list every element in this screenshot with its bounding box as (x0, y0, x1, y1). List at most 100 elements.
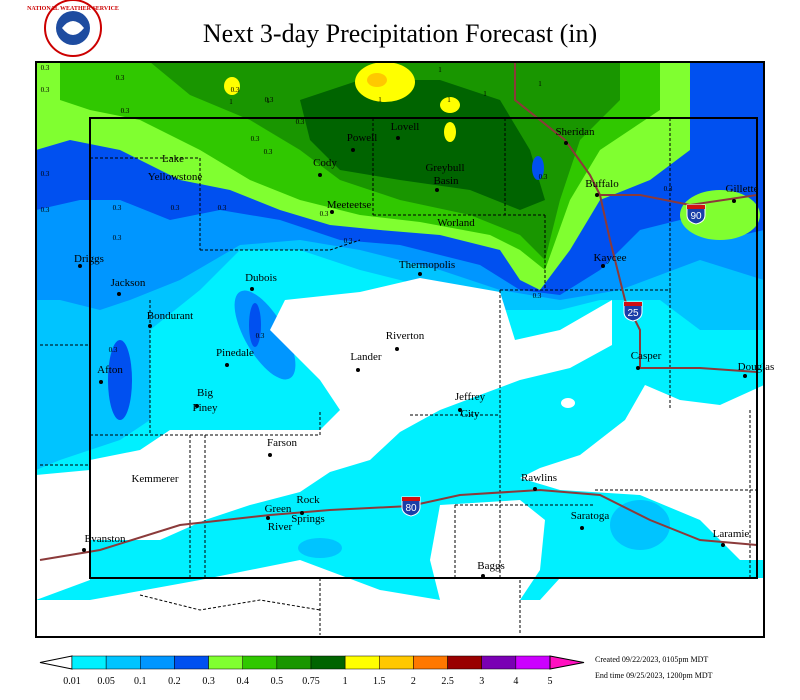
place-label: Kemmerer (131, 473, 178, 485)
interstate-number: 90 (690, 211, 702, 222)
place-label: Thermopolis (399, 259, 455, 271)
place-dot (356, 368, 360, 372)
legend-label: 5 (548, 676, 553, 687)
contour-label: 0.3 (251, 135, 260, 143)
place-label: Worland (437, 217, 475, 229)
place-dot (148, 324, 152, 328)
contour-label: 0.3 (533, 292, 542, 300)
place-label: Laramie (713, 528, 750, 540)
contour-label: 0.3 (41, 86, 50, 94)
place-label: River (268, 521, 293, 533)
contour-label: 0.3 (296, 118, 305, 126)
legend-swatch (481, 655, 517, 670)
contour-label: 1 (483, 90, 487, 98)
place-label: City (461, 408, 480, 420)
place-dot (99, 380, 103, 384)
interstate-number: 25 (627, 308, 639, 319)
interstate-shield (686, 204, 706, 225)
interstate-shield-top (687, 205, 705, 209)
place-label: Cody (313, 157, 337, 169)
place-dot (435, 188, 439, 192)
legend-arrow-low (39, 655, 73, 670)
place-dot (351, 148, 355, 152)
contour-label: 0.3 (539, 173, 548, 181)
place-dot (82, 548, 86, 552)
legend-swatch (71, 655, 107, 670)
legend-label: 4 (513, 676, 518, 687)
interstate-shield (401, 496, 421, 517)
place-label: Jeffrey (455, 391, 486, 403)
place-dot (595, 193, 599, 197)
legend-swatch (174, 655, 209, 670)
interstate-road (39, 62, 758, 561)
place-dot (601, 264, 605, 268)
place-dot (743, 374, 747, 378)
place-dot (250, 287, 254, 291)
legend: 0.01 0.05 0.1 0.2 0.3 0.4 0.5 0.75 1 1.5 2 2.5 3 4 5 (39, 655, 585, 687)
legend-label: 0.5 (271, 676, 284, 687)
place-dot (318, 173, 322, 177)
place-label: Jackson (111, 277, 146, 289)
place-label: Saratoga (571, 510, 610, 522)
labels: Lake Yellowstone Cody Powell Lovell Sheridan G… (41, 64, 775, 578)
contour-label: 0.3 (41, 64, 50, 72)
place-label: Piney (192, 402, 218, 414)
place-dot (266, 516, 270, 520)
legend-label: 0.05 (97, 676, 115, 687)
legend-label: 1 (343, 676, 348, 687)
place-label: Bondurant (147, 310, 193, 322)
place-label: Sheridan (555, 126, 595, 138)
legend-swatch (310, 655, 346, 670)
contour-label: 0.3 (113, 204, 122, 212)
legend-swatch (140, 655, 175, 670)
place-label: Kaycee (594, 252, 627, 264)
place-label: Gillette (726, 183, 759, 195)
place-dot (564, 141, 568, 145)
title: Next 3-day Precipitation Forecast (in) (203, 19, 597, 48)
place-label: Evanston (85, 533, 126, 545)
contour-label: 0.3 (121, 107, 130, 115)
place-label: Meeteetse (327, 199, 372, 211)
legend-label: 2.5 (441, 676, 454, 687)
place-dot (636, 366, 640, 370)
interstate-shield-top (402, 497, 420, 501)
place-label: Basin (433, 175, 459, 187)
place-label: Pinedale (216, 347, 254, 359)
legend-swatch (242, 655, 278, 670)
interstate-shield-top (624, 302, 642, 306)
place-label: Rawlins (521, 472, 557, 484)
map-frame (35, 61, 765, 638)
legend-label: 1.5 (373, 676, 386, 687)
place-dot (721, 543, 725, 547)
place-dot (300, 511, 304, 515)
place-label: Green (265, 503, 292, 515)
logo-text: NATIONAL WEATHER SERVICE (27, 6, 119, 12)
state-border (89, 117, 758, 579)
contour-label: 0.3 (41, 170, 50, 178)
legend-arrow-high (549, 655, 585, 670)
place-label: Springs (291, 513, 325, 525)
contour-label: 0.3 (113, 234, 122, 242)
map (35, 61, 765, 638)
created-time: Created 09/22/2023, 0105pm MDT (595, 655, 708, 664)
place-dot (330, 210, 334, 214)
contour-label: 0.3 (231, 86, 240, 94)
place-label: Lovell (391, 121, 420, 133)
place-dot (195, 404, 199, 408)
place-label: Dubois (245, 272, 277, 284)
interstate-shield (623, 301, 643, 322)
place-label: Douglas (738, 361, 775, 373)
place-label: Greybull (425, 162, 464, 174)
place-label: Riverton (386, 330, 425, 342)
contour-label: 1 (538, 80, 542, 88)
legend-label: 0.3 (202, 676, 215, 687)
contour-label: 1 (229, 98, 233, 106)
place-dot (481, 574, 485, 578)
contour-label: 0.3 (109, 346, 118, 354)
contour-label: 0.3 (256, 332, 265, 340)
place-dot (268, 453, 272, 457)
legend-label: 0.01 (63, 676, 81, 687)
place-label: Farson (267, 437, 297, 449)
place-label: Buffalo (585, 178, 619, 190)
place-label: Lander (350, 351, 381, 363)
